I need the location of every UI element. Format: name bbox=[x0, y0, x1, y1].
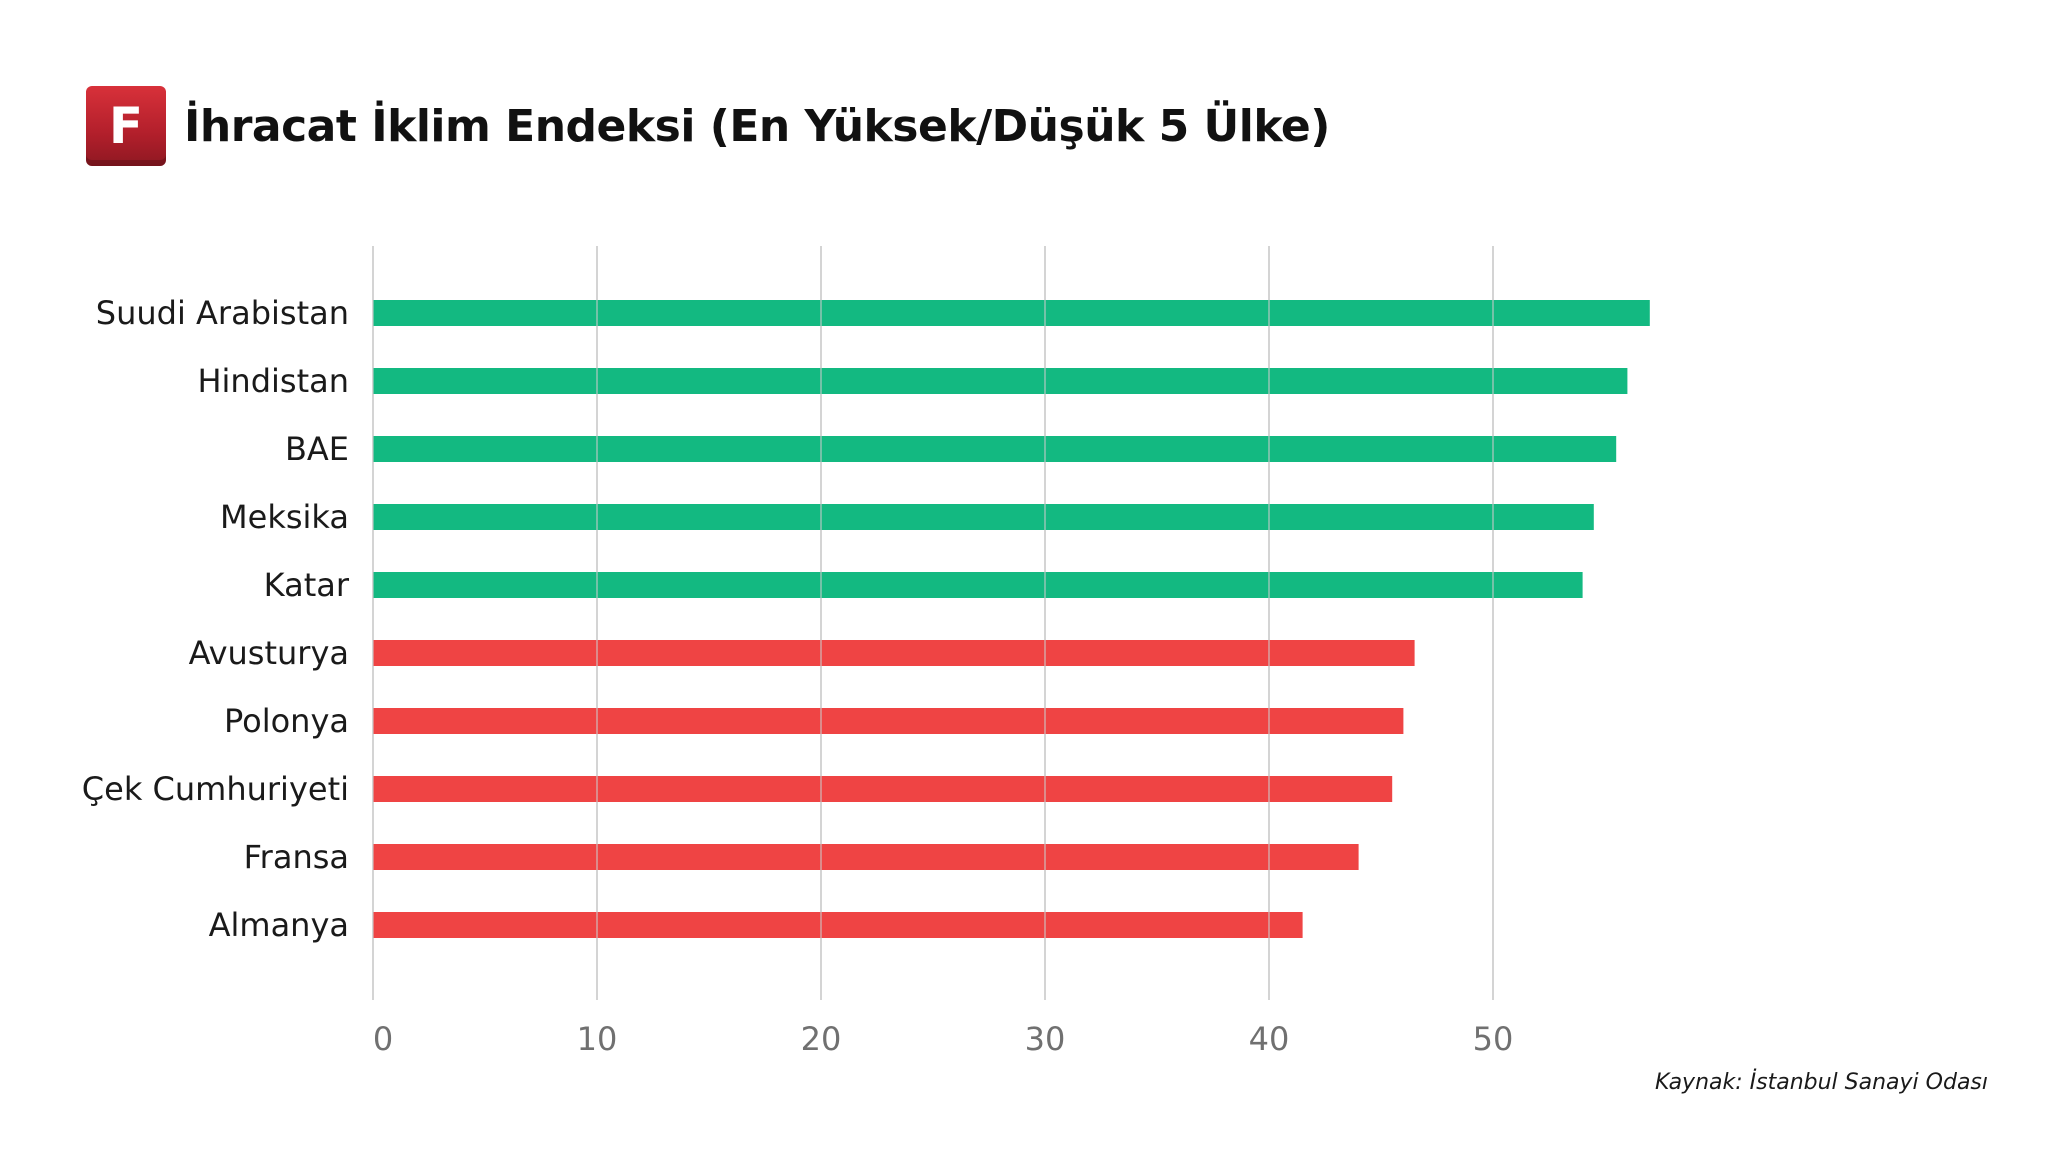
bar-0 bbox=[373, 300, 1650, 326]
bar-8 bbox=[373, 844, 1359, 870]
x-tick-label-10: 10 bbox=[577, 1020, 618, 1058]
gridlines bbox=[372, 246, 1494, 1000]
gridlines-overlay bbox=[372, 246, 1494, 1000]
chart-title: İhracat İklim Endeksi (En Yüksek/Düşük 5… bbox=[184, 100, 1330, 152]
x-tick-label-20: 20 bbox=[801, 1020, 842, 1058]
bar-9 bbox=[373, 912, 1303, 938]
x-tick-label-0: 0 bbox=[373, 1020, 393, 1058]
x-tick-label-50: 50 bbox=[1473, 1020, 1514, 1058]
category-label-9: Almanya bbox=[209, 906, 349, 944]
category-label-2: BAE bbox=[285, 430, 349, 468]
source-note: Kaynak: İstanbul Sanayi Odası bbox=[1654, 1070, 1988, 1095]
x-tick-label-40: 40 bbox=[1249, 1020, 1290, 1058]
bar-3 bbox=[373, 504, 1594, 530]
x-tick-labels: 0 10 20 30 40 50 bbox=[373, 1020, 1514, 1058]
x-tick-label-30: 30 bbox=[1025, 1020, 1066, 1058]
category-labels: Suudi Arabistan Hindistan BAE Meksika Katar A… bbox=[82, 294, 350, 944]
bar-5 bbox=[373, 640, 1415, 666]
category-label-3: Meksika bbox=[220, 498, 349, 536]
bar-7 bbox=[373, 776, 1393, 802]
brand-logo-icon: F bbox=[86, 86, 166, 166]
bar-6 bbox=[373, 708, 1404, 734]
bar-1 bbox=[373, 368, 1628, 394]
bars bbox=[373, 300, 1650, 938]
category-label-6: Polonya bbox=[224, 702, 349, 740]
category-label-5: Avusturya bbox=[189, 634, 349, 672]
chart-header: F İhracat İklim Endeksi (En Yüksek/Düşük… bbox=[86, 86, 1330, 166]
brand-logo-letter: F bbox=[108, 97, 144, 155]
category-label-0: Suudi Arabistan bbox=[96, 294, 349, 332]
bar-2 bbox=[373, 436, 1617, 462]
category-label-7: Çek Cumhuriyeti bbox=[82, 770, 349, 808]
category-label-1: Hindistan bbox=[197, 362, 349, 400]
category-label-4: Katar bbox=[264, 566, 350, 604]
bar-4 bbox=[373, 572, 1583, 598]
category-label-8: Fransa bbox=[244, 838, 349, 876]
